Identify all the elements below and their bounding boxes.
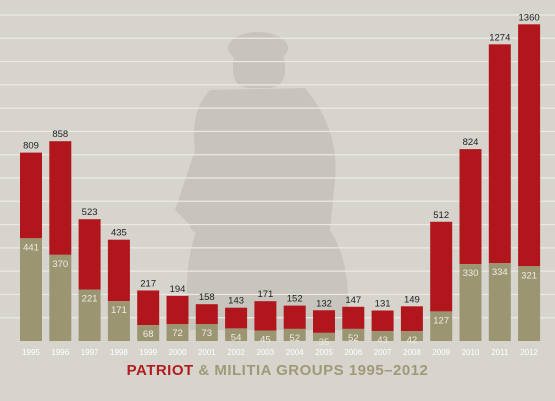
label-total-2001: 158 <box>199 292 215 303</box>
bar-total-2003 <box>254 301 277 331</box>
bar-total-1999 <box>137 290 160 326</box>
label-total-1999: 217 <box>140 278 156 289</box>
x-tick-2003: 2003 <box>257 348 275 357</box>
label-militia-2003: 45 <box>260 335 271 346</box>
label-militia-2001: 73 <box>202 328 213 339</box>
bar-total-2008 <box>400 306 423 332</box>
x-tick-2001: 2001 <box>198 348 216 357</box>
bar-total-1998 <box>107 239 130 302</box>
bar-total-2011 <box>488 44 511 264</box>
bar-total-2002 <box>225 307 248 329</box>
bar-militia-2011 <box>488 263 511 341</box>
bar-total-1997 <box>78 219 101 290</box>
bar-militia-2010 <box>459 264 482 341</box>
bar-total-2007 <box>371 310 394 331</box>
x-tick-1999: 1999 <box>139 348 157 357</box>
label-militia-2012: 321 <box>521 270 537 281</box>
title-patriot: PATRIOT <box>126 362 194 379</box>
label-total-2003: 171 <box>257 289 273 300</box>
bar-total-2012 <box>518 24 541 267</box>
x-tick-1998: 1998 <box>110 348 128 357</box>
label-total-2006: 147 <box>345 295 361 306</box>
label-militia-2011: 334 <box>492 267 508 278</box>
bar-total-2010 <box>459 149 482 265</box>
x-tick-2004: 2004 <box>286 348 304 357</box>
label-total-2011: 1274 <box>489 32 510 43</box>
label-militia-2002: 54 <box>231 332 242 343</box>
label-total-1995: 809 <box>23 141 39 152</box>
label-total-1997: 523 <box>82 207 98 218</box>
bar-militia-1996 <box>49 254 72 341</box>
bar-total-1996 <box>49 141 72 255</box>
bar-total-2000 <box>166 295 189 325</box>
label-militia-1999: 68 <box>143 329 154 340</box>
label-militia-2004: 52 <box>289 333 300 344</box>
x-tick-2007: 2007 <box>374 348 392 357</box>
label-total-2005: 132 <box>316 298 332 309</box>
x-tick-2000: 2000 <box>169 348 187 357</box>
bar-militia-1998 <box>107 301 130 341</box>
label-total-2010: 824 <box>463 137 479 148</box>
bars <box>20 24 541 341</box>
bar-militia-2008 <box>400 331 423 341</box>
x-tick-2011: 2011 <box>491 348 509 357</box>
bar-total-2005 <box>313 310 335 333</box>
label-total-2009: 512 <box>433 210 449 221</box>
label-total-1998: 435 <box>111 228 127 239</box>
label-total-2000: 194 <box>170 284 186 295</box>
label-total-2012: 1360 <box>519 12 540 23</box>
label-militia-1997: 221 <box>82 294 98 305</box>
label-militia-1998: 171 <box>111 305 127 316</box>
label-total-2004: 152 <box>287 294 303 305</box>
label-total-2007: 131 <box>375 298 391 309</box>
bar-militia-2009 <box>430 311 453 341</box>
label-militia-2007: 43 <box>377 335 388 346</box>
x-tick-1996: 1996 <box>51 348 69 357</box>
title-militia: & MILITIA <box>198 362 272 379</box>
x-tick-2005: 2005 <box>315 348 333 357</box>
bar-total-2004 <box>283 305 306 329</box>
label-militia-2009: 127 <box>433 315 449 326</box>
bar-militia-2002 <box>225 328 248 341</box>
bar-total-2006 <box>342 306 365 329</box>
title-groups-years: GROUPS 1995–2012 <box>276 362 429 379</box>
bar-militia-1999 <box>137 325 160 341</box>
x-tick-2006: 2006 <box>344 348 362 357</box>
bar-militia-2007 <box>371 330 394 341</box>
chart-title: PATRIOT & MILITIA GROUPS 1995–2012 <box>0 362 555 379</box>
bar-militia-2012 <box>518 266 541 341</box>
bar-militia-2006 <box>342 328 365 341</box>
label-militia-2006: 52 <box>348 333 359 344</box>
label-militia-2010: 330 <box>463 268 479 279</box>
label-total-1996: 858 <box>52 129 68 140</box>
bar-militia-2004 <box>283 328 306 341</box>
label-militia-2000: 72 <box>172 328 183 339</box>
bar-militia-2003 <box>254 330 277 341</box>
bar-total-1995 <box>20 152 42 239</box>
x-tick-1997: 1997 <box>81 348 99 357</box>
bar-militia-2001 <box>195 324 218 341</box>
soldier-silhouette-image <box>175 32 348 330</box>
label-militia-2008: 42 <box>407 335 418 346</box>
bar-militia-2000 <box>166 324 189 341</box>
x-tick-2010: 2010 <box>462 348 480 357</box>
label-militia-2005: 35 <box>319 337 330 348</box>
bar-total-2001 <box>195 304 218 325</box>
x-tick-labels: 1995 1996 1997 1998 1999 2000 2001 2002 2003 2004… <box>22 348 538 357</box>
label-militia-1996: 370 <box>52 259 68 270</box>
label-total-2008: 149 <box>404 294 420 305</box>
data-labels: 809 441 858 370 523 221 435 171 217 68 194 72 158 73 1… <box>23 12 540 348</box>
bar-total-2009 <box>430 221 453 312</box>
bar-militia-2005 <box>313 332 335 341</box>
x-tick-2002: 2002 <box>227 348 245 357</box>
bar-militia-1995 <box>20 238 42 341</box>
x-tick-2008: 2008 <box>403 348 421 357</box>
bar-militia-1997 <box>78 289 101 341</box>
x-tick-2012: 2012 <box>520 348 538 357</box>
x-tick-2009: 2009 <box>432 348 450 357</box>
label-total-2002: 143 <box>228 296 244 307</box>
label-militia-1995: 441 <box>23 242 39 253</box>
x-tick-1995: 1995 <box>22 348 40 357</box>
